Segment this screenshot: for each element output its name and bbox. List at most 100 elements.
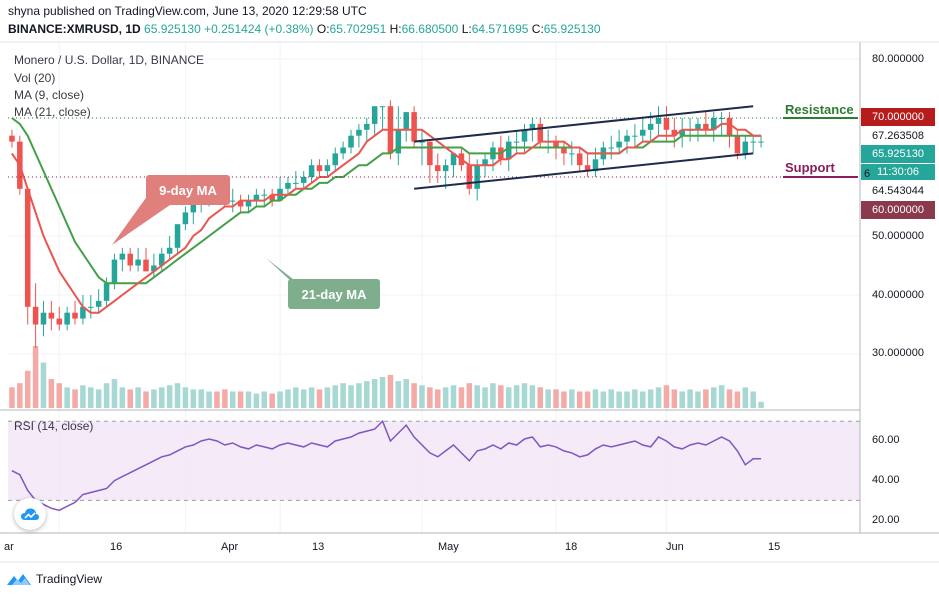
volume-bar [103,383,110,408]
volume-bar [647,389,654,408]
volume-bar [592,389,599,408]
candle-body [348,135,354,148]
volume-bar [403,379,409,408]
candle-body [40,312,47,325]
candle-body [718,118,725,119]
volume-bar [726,389,733,408]
candle-body [576,153,583,166]
date-tick-16: 16 [110,541,123,553]
volume-bar [608,389,614,408]
candle-body [229,200,236,202]
candle-body [616,141,622,148]
volume-bar [206,391,212,408]
volume-bar [395,381,402,408]
volume-bar [632,389,638,408]
candle-body [663,118,670,130]
volume-bar [450,385,457,408]
candle-body [442,165,449,172]
candle-body [592,159,599,172]
volume-bar [245,391,252,408]
candle-body [726,118,733,136]
volume-bar [458,387,465,408]
volume-bar [750,391,756,408]
price-tick-80: 80.000000 [872,53,924,65]
volume-bar [229,391,236,408]
candle-body [80,306,86,319]
resistance-label: Resistance [785,102,854,117]
candle-body [127,253,133,266]
rsi-band [8,421,860,501]
candle-body [411,112,417,142]
candle-body [758,141,764,143]
volume-bar [166,385,173,408]
price-tick-30: 30.000000 [872,347,924,359]
chart-title: Monero / U.S. Dollar, 1D, BINANCE [14,53,205,67]
date-tick-18: 18 [565,541,578,553]
volume-bar [198,389,204,408]
legend-ma21: MA (21, close) [14,105,91,119]
volume-bar [222,389,228,408]
candle-body [300,177,307,183]
candle-body [285,182,291,189]
volume-bar [387,374,394,408]
date-tick-jun: Jun [666,541,684,553]
candle-body [671,129,678,136]
volume-bar [663,385,670,408]
cloud-button[interactable] [14,498,46,530]
ma9-callout-pointer [112,195,170,245]
candle-body [521,129,528,142]
volume-bar [695,391,701,408]
candle-body [151,265,157,272]
price-change: +0.251424 (+0.38%) [204,22,314,36]
volume-bar [143,391,149,408]
price-tick-50: 50.000000 [872,230,924,242]
candle-body [632,135,638,137]
candle-body [569,153,575,155]
close-label: C: [531,22,544,36]
last-price: 65.925130 [144,22,201,36]
candle-body [419,141,425,143]
tradingview-logo[interactable]: TradingView [6,571,102,587]
candle-body [237,200,244,207]
high-label: H: [389,22,402,36]
low-value: 64.571695 [471,22,529,36]
ma21-price-tag: 67.263508 [872,130,924,142]
volume-bar [316,389,323,408]
volume-bar [9,387,15,408]
candle-body [48,312,55,319]
date-tick-mar: ar [4,541,14,553]
volume-bar [64,387,70,408]
volume-bar [364,381,370,408]
candle-body [379,106,386,108]
candle-body [403,112,409,130]
rsi-tick-40: 40.00 [872,474,900,486]
volume-bar [616,391,622,408]
candle-body [9,135,15,142]
candle-body [474,165,480,189]
candle-body [356,129,362,136]
volume-bar [569,389,575,408]
ma21-callout: 21-day MA [288,279,380,309]
candle-body [537,123,544,142]
candle-body [88,306,94,308]
support-price-tag: 60.000000 [861,201,935,219]
volume-bar [379,377,386,408]
volume-bar [261,391,268,408]
volume-bar [576,391,583,408]
candle-body [505,141,512,160]
volume-bar [640,391,646,408]
countdown-tag: 11:30:06 [861,164,935,180]
volume-bar [17,383,23,408]
volume-bar [182,387,189,408]
candle-body [750,141,756,143]
price-tick-40: 40.000000 [872,289,924,301]
partial-price-digit: 6 [864,168,871,180]
candle-body [135,259,141,266]
volume-bar [340,383,346,408]
candle-body [734,135,741,154]
legend-volume: Vol (20) [14,71,56,85]
volume-bar [419,385,425,408]
candle-body [513,141,520,143]
candle-body [24,188,31,307]
